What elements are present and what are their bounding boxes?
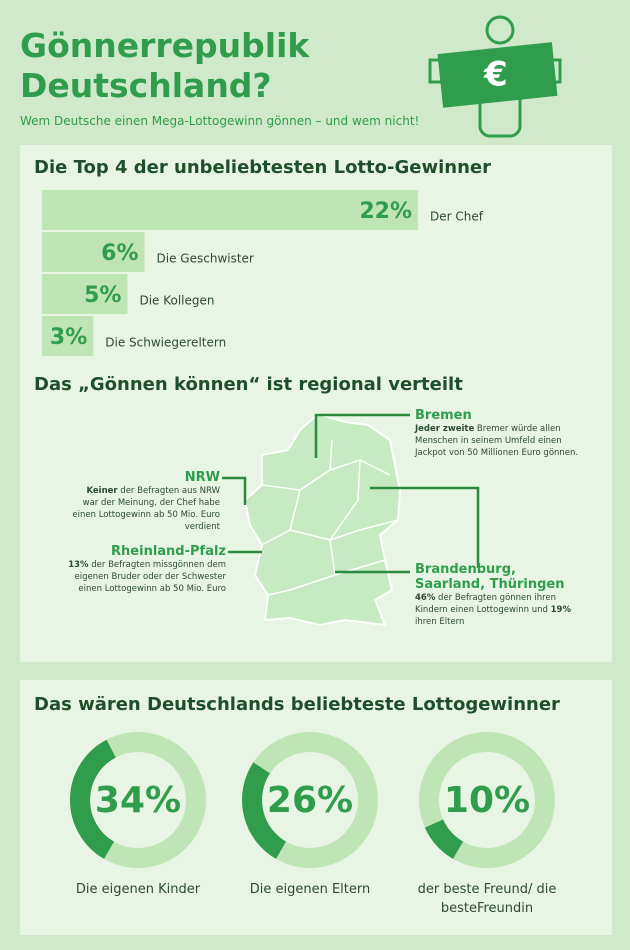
text-part: Keiner (86, 486, 118, 496)
value-label: 22% (359, 199, 412, 224)
region-text: Jeder zweite Bremer würde allen Menschen… (415, 423, 585, 459)
panel (20, 680, 612, 935)
bar (42, 274, 128, 314)
value-label: 3% (50, 325, 87, 350)
text-part: der Befragten missgönnen dem eigenen Bru… (74, 560, 226, 594)
map (222, 412, 480, 627)
text-part: ihren Eltern (415, 617, 465, 627)
text-part: der Befragten aus NRW war der Meinung, d… (72, 486, 220, 532)
annotation: NRW Keiner der Befragten aus NRW war der… (70, 470, 220, 533)
region-name: NRW (184, 470, 220, 485)
text-part: 13% (68, 560, 89, 570)
region-name: Rheinland-Pfalz (111, 544, 226, 559)
region-text: Keiner der Befragten aus NRW war der Mei… (70, 485, 220, 533)
bar (42, 316, 94, 356)
region-name: Bremen (415, 408, 472, 423)
text-part: 19% (550, 605, 571, 615)
text-part: Bremer würde allen Menschen in seinem Um… (415, 424, 579, 458)
region-name: Brandenburg, Saarland, Thüringen (415, 562, 565, 592)
donut-arc (242, 762, 287, 859)
svg-text:€: € (483, 55, 508, 95)
annotation: Rheinland-Pfalz 13% der Befragten missgö… (58, 544, 226, 595)
bar-chart: 22% Der Chef 6% Die Geschwister 5% Die Kolleg… (42, 190, 484, 356)
icon: € (428, 15, 562, 138)
category-label: Die Schwiegereltern (105, 336, 226, 350)
category-label: Die eigenen Eltern (249, 882, 371, 897)
text-part: der Befragten gönnen ihren Kindern einen… (415, 593, 557, 615)
value-label: 26% (267, 780, 353, 821)
section-title: Das „Gönnen können“ ist regional verteil… (34, 374, 463, 395)
donut-arc (70, 739, 117, 859)
value-label: 6% (101, 241, 138, 266)
title: Gönnerrepublik Deutschland? (20, 26, 310, 105)
section-title: Die Top 4 der unbeliebtesten Lotto-Gewin… (34, 157, 491, 178)
category-label: Die Geschwister (157, 252, 254, 266)
bar (42, 232, 145, 272)
subtitle: Wem Deutsche einen Mega-Lottogewinn gönn… (20, 114, 420, 128)
text-part: Jeder zweite (415, 424, 475, 434)
annotation: Brandenburg, Saarland, Thüringen 46% der… (415, 562, 585, 628)
value-label: 10% (444, 780, 530, 821)
section-title: Das wären Deutschlands beliebteste Lotto… (34, 694, 560, 715)
donut-arc (424, 819, 464, 859)
category-label: der beste Freund/ die besteFreundin (417, 882, 557, 916)
donut-track (419, 732, 555, 868)
annotation: Bremen Jeder zweite Bremer würde allen M… (415, 408, 585, 459)
region-text: 46% der Befragten gönnen ihren Kindern e… (415, 592, 585, 628)
category-label: Die eigenen Kinder (75, 882, 201, 897)
donut-chart: 34% 26% 10% (70, 732, 555, 868)
category-label: Die Kollegen (139, 294, 214, 308)
value-label: 34% (95, 780, 181, 821)
value-label: 5% (84, 283, 121, 308)
category-label: Der Chef (430, 210, 484, 224)
region-text: 13% der Befragten missgönnen dem eigenen… (58, 559, 226, 595)
bar (42, 190, 418, 230)
text-part: 46% (415, 593, 436, 603)
